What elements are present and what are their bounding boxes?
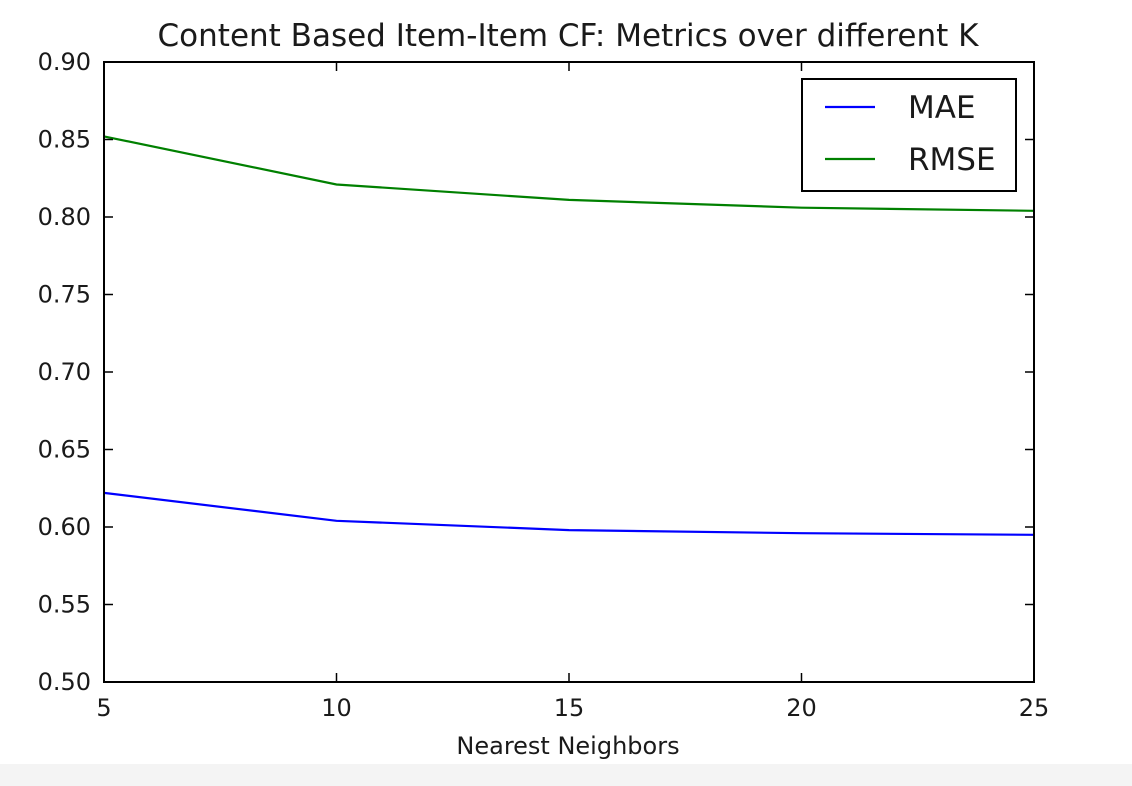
legend-label-mae: MAE (908, 90, 976, 126)
y-tick-label: 0.90 (38, 48, 91, 76)
series-layer (103, 135, 1035, 536)
x-tick-label: 5 (96, 694, 111, 722)
x-tick-label: 10 (321, 694, 352, 722)
legend-label-rmse: RMSE (908, 142, 996, 178)
legend-items: MAE RMSE (825, 90, 996, 178)
chart-title: Content Based Item-Item CF: Metrics over… (158, 18, 980, 54)
y-tick-label: 0.80 (38, 203, 91, 231)
y-tick-label: 0.65 (38, 436, 91, 464)
x-axis-label: Nearest Neighbors (456, 732, 679, 760)
bottom-strip (0, 764, 1132, 786)
x-tick-label: 20 (786, 694, 817, 722)
ticks-layer: 5 10 15 20 25 0.50 0.55 0.60 0.65 0.70 0.75 0.80 0.8… (38, 48, 1050, 722)
legend: MAE RMSE (801, 78, 1017, 192)
y-tick-label: 0.55 (38, 591, 91, 619)
x-tick-label: 25 (1019, 694, 1050, 722)
y-tick-label: 0.75 (38, 281, 91, 309)
x-tick-label: 15 (554, 694, 585, 722)
series-line-mae (103, 491, 1035, 536)
series-line-rmse (103, 135, 1035, 212)
legend-box (801, 78, 1017, 192)
y-tick-label: 0.85 (38, 126, 91, 154)
y-tick-label: 0.50 (38, 668, 91, 696)
y-tick-label: 0.60 (38, 513, 91, 541)
y-tick-label: 0.70 (38, 358, 91, 386)
